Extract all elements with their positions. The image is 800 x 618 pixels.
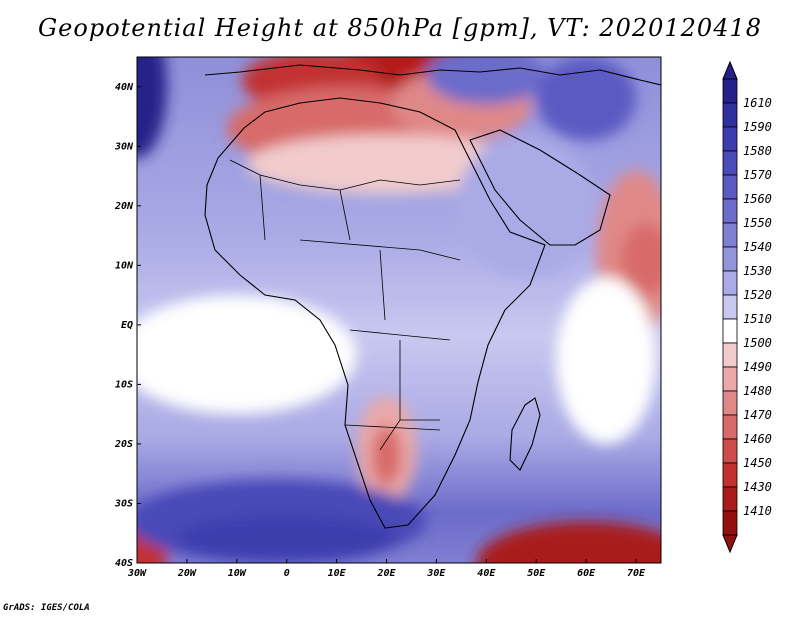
colorbar-swatch bbox=[722, 270, 738, 296]
colorbar-swatch bbox=[722, 222, 738, 248]
lon-tick-label: 20E bbox=[376, 568, 396, 579]
colorbar-swatch bbox=[722, 102, 738, 128]
colorbar-level-label: 1430 bbox=[743, 480, 772, 494]
lat-tick-label: 10N bbox=[115, 260, 134, 271]
field-region-6 bbox=[621, 223, 661, 296]
lon-tick-label: 70E bbox=[627, 568, 646, 579]
colorbar-level-label: 1510 bbox=[743, 312, 772, 326]
colorbar-top-arrow bbox=[722, 60, 738, 80]
lon-tick-label: 20W bbox=[177, 568, 197, 579]
lat-tick-label: 40N bbox=[115, 82, 134, 93]
colorbar-swatch bbox=[722, 174, 738, 200]
colorbar-swatch bbox=[722, 414, 738, 440]
field-region-9 bbox=[371, 426, 402, 486]
colorbar-level-label: 1580 bbox=[743, 144, 772, 158]
colorbar-level-label: 1560 bbox=[743, 192, 772, 206]
coastline-layer bbox=[204, 64, 661, 529]
lat-tick-label: 30S bbox=[114, 498, 133, 509]
colorbar-swatch bbox=[722, 246, 738, 272]
lat-tick-label: 30N bbox=[114, 141, 134, 152]
field-region-18 bbox=[536, 57, 637, 141]
plot-frame bbox=[136, 56, 662, 564]
field-layer bbox=[137, 57, 661, 563]
colorbar-level-label: 1500 bbox=[743, 336, 772, 350]
colorbar-level-label: 1540 bbox=[743, 240, 772, 254]
africa-coastline bbox=[204, 97, 546, 529]
lat-tick-label: 10S bbox=[115, 379, 133, 390]
lon-tick-label: 0 bbox=[284, 568, 290, 579]
field-region-10 bbox=[476, 521, 661, 563]
europe-coastline bbox=[204, 64, 661, 86]
colorbar-swatch bbox=[722, 462, 738, 488]
colorbar-swatch bbox=[722, 342, 738, 368]
colorbar-level-label: 1520 bbox=[743, 288, 772, 302]
colorbar-swatch bbox=[722, 390, 738, 416]
colorbar-level-label: 1490 bbox=[743, 360, 772, 374]
colorbar-swatch bbox=[722, 438, 738, 464]
colorbar-swatch bbox=[722, 294, 738, 320]
colorbar-level-label: 1450 bbox=[743, 456, 772, 470]
colorbar-level-label: 1470 bbox=[743, 408, 772, 422]
lat-tick-label: 40S bbox=[115, 558, 133, 569]
colorbar-level-label: 1460 bbox=[743, 432, 772, 446]
arabia-coastline bbox=[469, 129, 611, 246]
lon-tick-label: 30W bbox=[127, 568, 147, 579]
borders bbox=[229, 159, 461, 451]
colorbar-level-label: 1480 bbox=[743, 384, 772, 398]
field-region-14 bbox=[176, 515, 397, 563]
field-region-12 bbox=[137, 295, 357, 415]
field-region-16 bbox=[456, 134, 597, 278]
colorbar-level-label: 1610 bbox=[743, 96, 772, 110]
colorbar-level-label: 1530 bbox=[743, 264, 772, 278]
colorbar-swatch bbox=[722, 318, 738, 344]
lat-tick-label: 20S bbox=[114, 439, 133, 450]
colorbar-bottom-arrow bbox=[722, 534, 738, 554]
colorbar-level-label: 1570 bbox=[743, 168, 772, 182]
colorbar-swatch bbox=[722, 126, 738, 152]
lon-tick-label: 10E bbox=[328, 568, 347, 579]
field-region-17 bbox=[426, 57, 547, 105]
colorbar-level-label: 1590 bbox=[743, 120, 772, 134]
lat-tick-label: EQ bbox=[121, 320, 133, 331]
colorbar-swatch bbox=[722, 510, 738, 536]
colorbar-swatch bbox=[722, 366, 738, 392]
lon-tick-label: 40E bbox=[477, 568, 496, 579]
madagascar-coastline bbox=[509, 397, 541, 471]
lon-tick-label: 10W bbox=[228, 568, 247, 579]
field-region-7 bbox=[556, 277, 657, 444]
lon-tick-label: 60E bbox=[577, 568, 596, 579]
colorbar-level-label: 1550 bbox=[743, 216, 772, 230]
chart-title: Geopotential Height at 850hPa [gpm], VT:… bbox=[38, 14, 762, 42]
lon-tick-label: 50E bbox=[527, 568, 546, 579]
grads-credit: GrADS: IGES/COLA bbox=[3, 603, 90, 613]
colorbar-swatch bbox=[722, 78, 738, 104]
field-region-15 bbox=[137, 57, 167, 159]
field-region-4 bbox=[246, 134, 527, 194]
colorbar-swatch bbox=[722, 486, 738, 512]
colorbar-swatch bbox=[722, 150, 738, 176]
colorbar-level-label: 1410 bbox=[743, 504, 772, 518]
lon-tick-label: 30E bbox=[426, 568, 446, 579]
lat-tick-label: 20N bbox=[114, 201, 134, 212]
colorbar-swatch bbox=[722, 198, 738, 224]
